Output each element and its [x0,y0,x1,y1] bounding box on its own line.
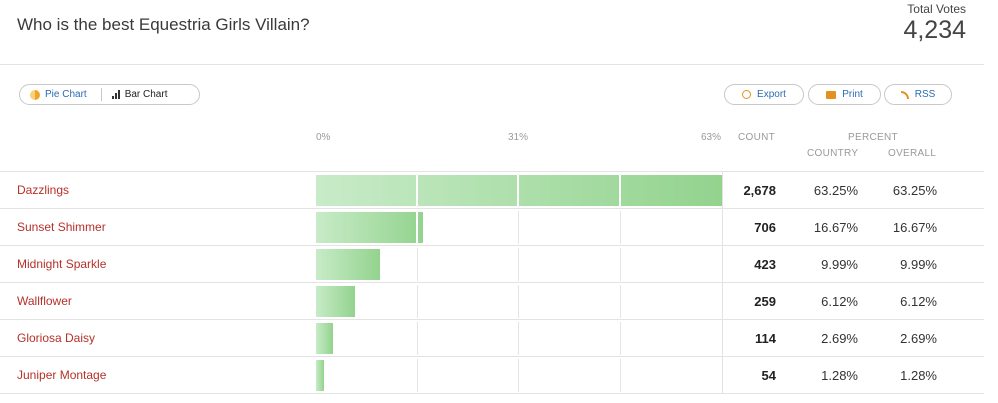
grid-line [620,285,621,318]
percent-country: 1.28% [821,368,858,383]
bar-segment-divider [416,175,418,206]
total-votes-value: 4,234 [903,16,966,44]
percent-overall: 63.25% [892,183,937,198]
table-row: Dazzlings 2,678 63.25% 63.25% [0,172,984,209]
table-top-divider [0,171,984,172]
table-row: Sunset Shimmer 706 16.67% 16.67% [0,209,984,246]
result-bar [316,249,381,280]
table-row: Gloriosa Daisy 114 2.69% 2.69% [0,320,984,357]
bar-track [316,322,722,355]
bar-segment-divider [619,175,621,206]
option-name-link[interactable]: Midnight Sparkle [17,257,107,271]
print-button[interactable]: Print [808,84,881,105]
pie-chart-toggle[interactable]: Pie Chart [30,89,87,100]
bar-segment-divider [416,212,418,243]
result-bar [316,360,325,391]
grid-line [620,211,621,244]
result-bar [316,323,334,354]
print-icon [826,90,837,99]
chart-type-toggle: Pie Chart Bar Chart [19,84,200,105]
count-column-header: COUNT [738,132,776,143]
toggle-divider [100,88,102,101]
export-button[interactable]: Export [724,84,804,105]
bar-track [316,174,722,207]
percent-overall: 16.67% [892,220,937,235]
overall-column-header: OVERALL [888,148,937,159]
grid-line [620,322,621,355]
rss-label: RSS [914,89,936,100]
poll-header: Who is the best Equestria Girls Villain?… [0,0,984,65]
total-votes-label: Total Votes [907,2,966,16]
percent-column-header: PERCENT [848,132,898,143]
vote-count: 259 [754,294,776,309]
bar-chart-label: Bar Chart [124,89,168,100]
scale-label-min: 0% [316,132,331,143]
bar-track [316,359,722,392]
option-name-link[interactable]: Dazzlings [17,183,70,197]
percent-overall: 9.99% [900,257,937,272]
vote-count: 54 [761,368,776,383]
bar-track [316,285,722,318]
vote-count: 706 [754,220,776,235]
percent-overall: 1.28% [900,368,937,383]
bar-track [316,211,722,244]
rss-button[interactable]: RSS [884,84,952,105]
poll-question: Who is the best Equestria Girls Villain? [17,15,310,34]
percent-overall: 6.12% [900,294,937,309]
result-bar [316,175,722,206]
export-icon [742,90,752,99]
percent-country: 16.67% [813,220,858,235]
rss-icon [900,90,909,99]
percent-overall: 2.69% [900,331,937,346]
grid-line [620,359,621,392]
percent-country: 6.12% [821,294,858,309]
table-row: Juniper Montage 54 1.28% 1.28% [0,357,984,394]
grid-line [518,211,519,244]
pie-chart-icon [30,89,40,100]
percent-country: 2.69% [821,331,858,346]
scale-label-mid: 31% [508,132,529,143]
export-label: Export [757,89,786,100]
grid-line [518,285,519,318]
option-name-link[interactable]: Gloriosa Daisy [17,331,96,345]
grid-line [417,285,418,318]
option-name-link[interactable]: Sunset Shimmer [17,220,106,234]
bar-chart-icon [111,90,120,99]
result-bar [316,212,424,243]
scale-label-max: 63% [701,132,722,143]
grid-line [417,359,418,392]
percent-country: 63.25% [813,183,858,198]
bar-area-border [722,172,723,394]
grid-line [620,248,621,281]
vote-count: 114 [755,331,776,346]
print-label: Print [842,89,863,100]
result-bar [316,286,356,317]
percent-country: 9.99% [821,257,858,272]
country-column-header: COUNTRY [807,148,859,159]
grid-line [417,248,418,281]
grid-line [518,322,519,355]
bar-track [316,248,722,281]
grid-line [417,322,418,355]
bar-segment-divider [517,175,519,206]
pie-chart-label: Pie Chart [45,89,87,100]
vote-count: 423 [754,257,776,272]
grid-line [518,248,519,281]
vote-count: 2,678 [743,183,776,198]
table-row: Wallflower 259 6.12% 6.12% [0,283,984,320]
option-name-link[interactable]: Juniper Montage [17,368,107,382]
bar-chart-toggle[interactable]: Bar Chart [111,89,168,100]
grid-line [518,359,519,392]
option-name-link[interactable]: Wallflower [17,294,72,308]
table-row: Midnight Sparkle 423 9.99% 9.99% [0,246,984,283]
